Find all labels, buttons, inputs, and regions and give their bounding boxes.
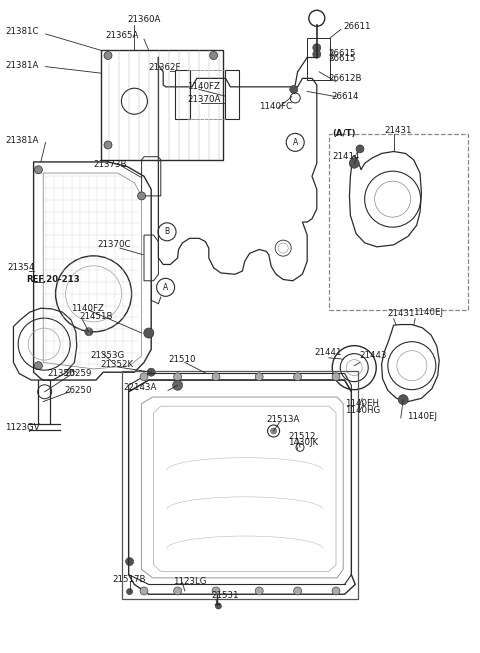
Circle shape	[255, 587, 263, 595]
Text: 21512: 21512	[288, 432, 315, 441]
Text: 21513A: 21513A	[266, 415, 300, 424]
Circle shape	[271, 428, 276, 434]
Circle shape	[349, 158, 359, 168]
Text: 21370C: 21370C	[97, 240, 131, 249]
Text: 21414: 21414	[332, 152, 360, 161]
Circle shape	[147, 368, 155, 376]
Circle shape	[85, 328, 93, 336]
Circle shape	[212, 587, 220, 595]
Text: 21381C: 21381C	[6, 27, 39, 36]
Text: 21510: 21510	[168, 355, 195, 364]
Circle shape	[144, 328, 154, 338]
Bar	[175, 70, 190, 119]
Text: 21350: 21350	[47, 369, 74, 378]
Bar	[307, 38, 330, 80]
Circle shape	[216, 603, 221, 609]
Circle shape	[255, 373, 263, 381]
Circle shape	[35, 166, 42, 174]
Circle shape	[104, 141, 112, 149]
Text: 21443: 21443	[359, 351, 386, 360]
Text: 1123GV: 1123GV	[5, 423, 39, 432]
Text: 1140EJ: 1140EJ	[407, 412, 437, 421]
Text: 21431: 21431	[384, 126, 411, 135]
Circle shape	[174, 373, 181, 381]
Circle shape	[294, 373, 301, 381]
Circle shape	[290, 86, 298, 93]
Text: 21365A: 21365A	[106, 31, 139, 40]
Text: 21360A: 21360A	[127, 15, 161, 24]
Text: 21381A: 21381A	[6, 61, 39, 70]
Circle shape	[332, 373, 340, 381]
Text: 21373B: 21373B	[94, 160, 127, 169]
Circle shape	[210, 52, 217, 59]
Bar	[225, 70, 239, 119]
Bar	[122, 371, 358, 599]
Text: 1140FZ: 1140FZ	[187, 82, 220, 91]
Circle shape	[126, 558, 133, 565]
Circle shape	[212, 373, 220, 381]
Text: 26611: 26611	[343, 22, 371, 31]
Text: A: A	[293, 138, 298, 147]
Text: (A/T): (A/T)	[332, 129, 356, 138]
Text: 21441: 21441	[314, 348, 342, 357]
Text: 21431: 21431	[388, 309, 415, 318]
Circle shape	[313, 44, 321, 52]
Text: 21352K: 21352K	[101, 360, 134, 369]
Bar	[329, 134, 468, 310]
Circle shape	[398, 394, 408, 405]
Circle shape	[294, 587, 301, 595]
Circle shape	[35, 362, 42, 370]
Text: 1140EJ: 1140EJ	[413, 308, 443, 317]
Text: 1140FZ: 1140FZ	[71, 304, 104, 313]
Text: 1430JK: 1430JK	[288, 438, 318, 447]
Circle shape	[138, 192, 145, 200]
Text: 26612B: 26612B	[329, 74, 362, 83]
Text: 26615: 26615	[329, 49, 356, 58]
Text: 1140HG: 1140HG	[345, 406, 380, 415]
Text: 26615: 26615	[329, 54, 356, 63]
Circle shape	[313, 50, 321, 58]
Circle shape	[173, 380, 182, 390]
Text: 21381A: 21381A	[6, 136, 39, 145]
Text: 21370A: 21370A	[187, 95, 221, 104]
Text: REF.20-213: REF.20-213	[26, 275, 80, 284]
Circle shape	[140, 373, 148, 381]
Circle shape	[127, 588, 132, 595]
Circle shape	[104, 52, 112, 59]
Text: A: A	[163, 283, 168, 292]
Text: 21517B: 21517B	[113, 575, 146, 584]
Text: 21362F: 21362F	[149, 63, 181, 72]
Text: 1140EH: 1140EH	[345, 399, 379, 408]
Circle shape	[332, 587, 340, 595]
Text: 21354: 21354	[7, 263, 35, 272]
Text: 1123LG: 1123LG	[173, 577, 206, 586]
Text: 22143A: 22143A	[124, 383, 157, 392]
Text: 21531: 21531	[211, 591, 239, 600]
Text: 26250: 26250	[65, 386, 92, 395]
Text: 26259: 26259	[65, 369, 92, 378]
Text: B: B	[165, 227, 169, 236]
Bar	[101, 50, 223, 160]
Circle shape	[174, 587, 181, 595]
Text: 26614: 26614	[331, 92, 359, 101]
Circle shape	[140, 587, 148, 595]
Text: 21451B: 21451B	[79, 312, 113, 321]
Text: 21353G: 21353G	[90, 351, 124, 360]
Circle shape	[356, 145, 364, 153]
Text: 1140FC: 1140FC	[259, 102, 292, 111]
